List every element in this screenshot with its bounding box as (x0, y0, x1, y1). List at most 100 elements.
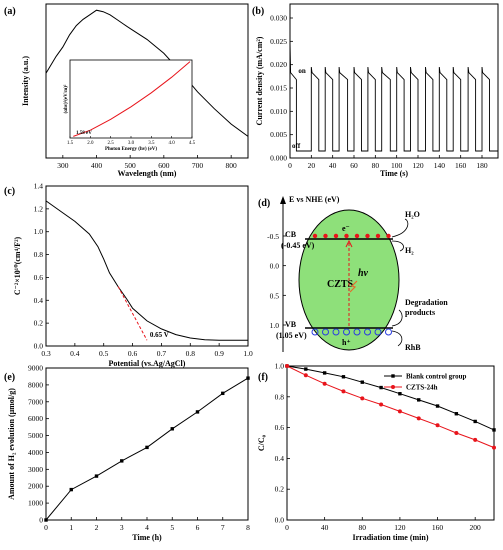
panel-e-h2-marker (246, 376, 250, 380)
panel-f-xtick-label: 40 (321, 523, 329, 532)
panel-d-electron-dot (312, 233, 318, 239)
panel-f-czts-marker (322, 381, 327, 386)
panel-d-hole-circle (385, 328, 392, 336)
panel-a-spectrum-line (45, 9, 249, 137)
panel-d-bottom-arrow-icon (391, 330, 403, 347)
panel-f-czts-marker (454, 430, 459, 435)
panel-e-ylabel: Amount of H₂ evolution (μmol/g) (7, 388, 16, 500)
panel-d-top-arrow-icon (391, 240, 404, 252)
panel-f-czts-marker (492, 445, 496, 450)
panel-d-cb-value: (-0.45 eV) (281, 241, 315, 250)
panel-f-xtick-label: 160 (432, 523, 444, 532)
panel-f-blank-marker (435, 404, 440, 408)
panel-f-blank-marker (417, 398, 421, 402)
panel-c-xtick-label: 0.7 (157, 349, 167, 358)
panel-b-ytick-label: 0.010 (270, 107, 287, 116)
panel-d-electron-dot (375, 233, 381, 239)
panel-d-vb-value: (1.05 eV) (276, 331, 307, 340)
panel-f-ytick-label: 0.0 (275, 516, 285, 525)
panel-a-inset-xtick-label: 2.0 (87, 141, 94, 146)
panel-f-legend-label-0: Blank control group (406, 373, 467, 381)
panel-b-ytick-label: 0.020 (270, 60, 287, 69)
panel-e-ytick-label: 2000 (28, 482, 43, 491)
panel-f-legend-marker-1 (391, 385, 395, 389)
panel-d-hole-circle (322, 328, 329, 336)
panel-f-ytick-label: 1.0 (275, 362, 285, 371)
panel-d-rhb-label: RhB (405, 343, 421, 352)
panel-e-letter: (e) (4, 372, 15, 383)
panel-f-czts-marker (379, 402, 384, 407)
panel-e-h2-marker (44, 518, 48, 522)
panel-e-ytick-label: 8000 (28, 380, 43, 389)
panel-e-h2-marker (170, 427, 174, 431)
panel-d-center-label: CZTS (327, 279, 354, 290)
panel-e-xtick-label: 3 (120, 523, 124, 532)
panel-d-ytick-label: 0.0 (270, 262, 280, 271)
panel-d-hole-circle (374, 328, 382, 336)
panel-d-axis-arrow-icon (280, 196, 286, 204)
panel-c-xtick-label: 0.3 (41, 349, 51, 358)
panel-c-ytick-label: 0.0 (34, 342, 44, 351)
panel-e-ytick-label: 4000 (28, 448, 43, 457)
panel-d-bottom-curve-icon (391, 309, 403, 327)
panel-b-xtick-label: 60 (350, 161, 358, 170)
panel-e-ytick-label: 3000 (28, 465, 43, 474)
panel-f-xlabel: Irradiation time (min) (353, 533, 429, 542)
panel-f-series-line-0 (286, 365, 495, 431)
panel-d-h2-label: H₂ (405, 246, 414, 255)
panel-d-degradation-label: Degradation (405, 298, 448, 307)
panel-d-hole-label: h⁺ (342, 338, 351, 347)
panel-c-xtick-label: 0.4 (70, 349, 80, 358)
panel-b-ytick-label: 0.015 (270, 84, 287, 93)
panel-f-ytick-label: 0.8 (275, 392, 285, 401)
panel-f-ytick-label: 0.6 (275, 423, 285, 432)
panel-b-ylabel: Current density (mA/cm²) (255, 36, 264, 125)
panel-c-annotation: 0.65 V (150, 331, 169, 339)
panel-a-xtick-label: 800 (226, 161, 238, 170)
panel-a-frame (45, 3, 249, 159)
panel-a-xlabel: Wavelength (nm) (118, 169, 177, 178)
panel-d-electron-dot (323, 233, 328, 239)
panel-d-hole-circle (332, 328, 340, 336)
panel-b-xtick-label: 140 (434, 161, 446, 170)
panel-d-products-label: products (405, 308, 435, 317)
panel-c-ytick-label: 0.6 (34, 273, 44, 282)
panel-f-frame (286, 365, 495, 521)
panel-e-ytick-label: 6000 (28, 414, 43, 423)
panel-b-ytick-label: 0.025 (270, 37, 287, 46)
panel-c-letter: (c) (4, 186, 15, 197)
panel-c-xtick-label: 0.9 (214, 349, 224, 358)
panel-b-xtick-label: 40 (329, 161, 337, 170)
panel-e-xtick-label: 5 (170, 523, 174, 532)
panel-e-xtick-label: 8 (246, 523, 250, 532)
panel-f-ylabel: C/C₀ (257, 434, 266, 451)
panel-b-frame (289, 3, 499, 159)
panel-a-inset-xtick-label: 3.5 (148, 141, 155, 146)
panel-b-ytick-label: 0.000 (270, 154, 287, 163)
panel-a-letter: (a) (4, 6, 16, 17)
panel-f-ytick-label: 0.4 (275, 454, 285, 463)
panel-e-xtick-label: 4 (145, 523, 149, 532)
panel-f-czts-marker (303, 373, 308, 378)
panel-e-xtick-label: 2 (95, 523, 99, 532)
panel-f-legend-label-1: CZTS-24h (406, 384, 438, 392)
panel-f-blank-marker (322, 371, 327, 375)
panel-c-ytick-label: 0.2 (34, 319, 44, 328)
panel-e-h2-marker (221, 391, 225, 396)
panel-f-legend-marker-0 (391, 374, 395, 378)
panel-b-xtick-label: 160 (455, 161, 467, 170)
panel-d-letter: (d) (258, 198, 270, 209)
panel-a-xtick-label: 400 (91, 161, 103, 170)
panel-c-ytick-label: 0.8 (34, 250, 44, 259)
panel-d-excitation-arrow-icon (345, 239, 353, 248)
panel-d-hole-circle (364, 328, 371, 336)
panel-a-xtick-label: 600 (158, 161, 170, 170)
panel-a-xtick-label: 700 (192, 161, 204, 170)
panel-e-h2-marker (195, 410, 200, 414)
panel-e-xtick-label: 6 (196, 523, 200, 532)
panel-d-cb-label: CB (285, 230, 297, 239)
panel-e-xlabel: Time (h) (132, 533, 162, 542)
panel-f-czts-marker (360, 396, 365, 401)
panel-e-ytick-label: 5000 (28, 431, 43, 440)
panel-f-blank-marker (360, 380, 364, 384)
